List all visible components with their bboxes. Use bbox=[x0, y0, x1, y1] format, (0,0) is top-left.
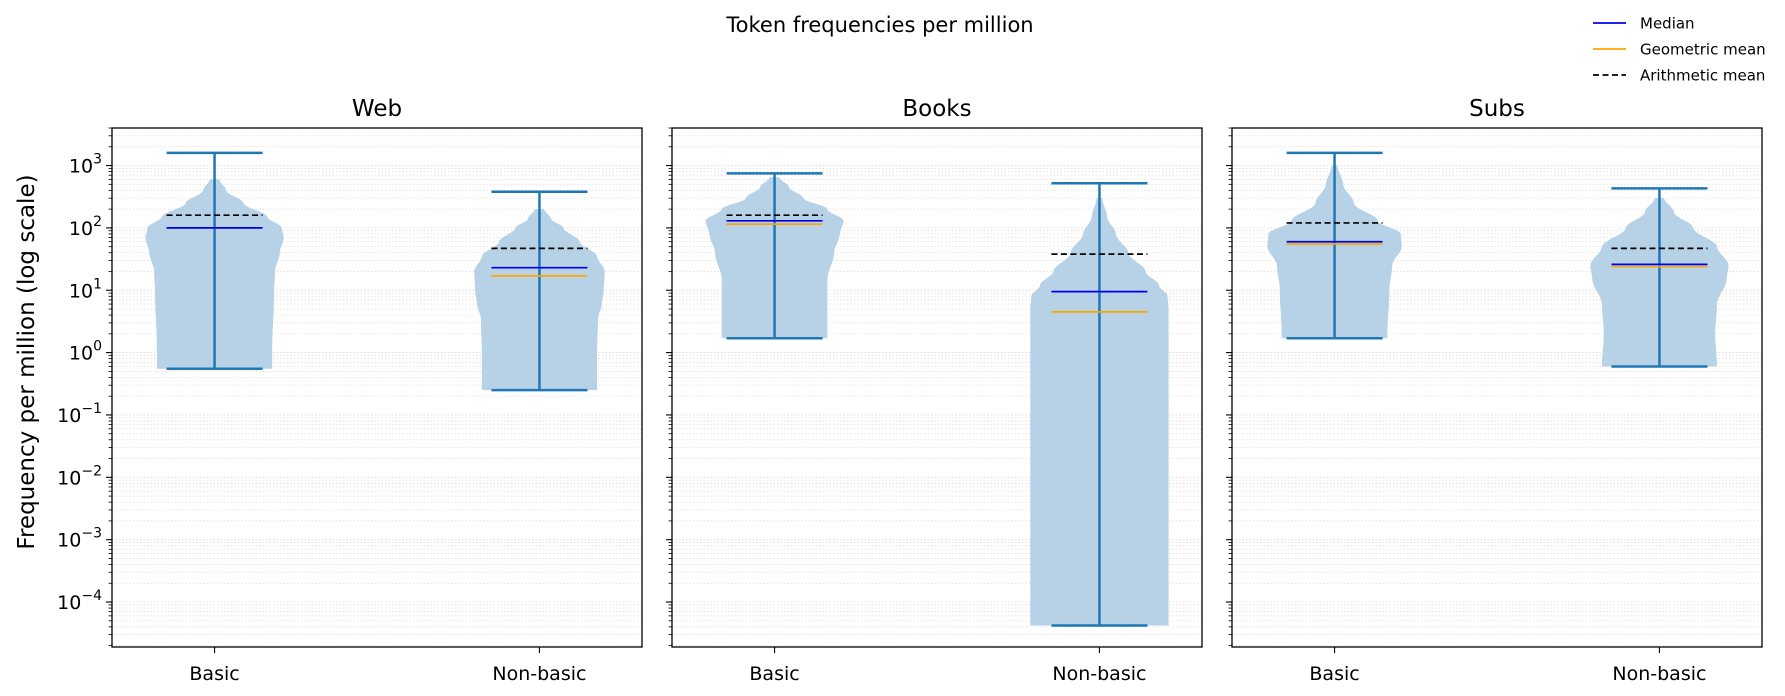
y-tick-label: 10−2 bbox=[57, 463, 102, 489]
legend: Median Geometric mean Arithmetic mean bbox=[1593, 15, 1766, 85]
violin-basic bbox=[145, 151, 284, 371]
legend-item: Geometric mean bbox=[1593, 41, 1766, 59]
y-tick-label: 10−1 bbox=[57, 401, 102, 427]
violin-basic bbox=[1267, 151, 1402, 340]
violin-non-basic bbox=[1030, 182, 1169, 627]
panel-title: Subs bbox=[1469, 96, 1525, 122]
panel-title: Web bbox=[352, 96, 402, 122]
y-axis-label: Frequency per million (log scale) bbox=[14, 174, 40, 549]
panels: 10−4 10−3 10−2 10−1 100 101 102 103 Web Basic Non-… bbox=[57, 96, 1763, 685]
chart-title: Token frequencies per million bbox=[725, 13, 1033, 37]
y-tick-label: 100 bbox=[69, 339, 102, 365]
y-tick-label: 10−3 bbox=[57, 526, 102, 552]
axes-frame bbox=[1231, 127, 1763, 648]
legend-item: Arithmetic mean bbox=[1593, 67, 1765, 85]
panel-subs: Subs Basic Non-basic bbox=[1226, 96, 1763, 685]
y-tick-label: 10−4 bbox=[57, 588, 102, 614]
legend-label: Median bbox=[1640, 15, 1695, 33]
x-tick-label: Basic bbox=[1309, 663, 1359, 685]
axes-frame bbox=[111, 127, 643, 648]
legend-item: Median bbox=[1593, 15, 1695, 33]
violin-basic bbox=[705, 172, 844, 340]
violin-non-basic bbox=[1590, 187, 1729, 368]
x-tick-label: Non-basic bbox=[492, 663, 586, 685]
panel-title: Books bbox=[902, 96, 971, 122]
legend-label: Geometric mean bbox=[1640, 41, 1766, 59]
x-tick-label: Non-basic bbox=[1052, 663, 1146, 685]
y-tick-label: 103 bbox=[69, 152, 102, 178]
legend-label: Arithmetic mean bbox=[1640, 67, 1765, 85]
x-tick-label: Basic bbox=[749, 663, 799, 685]
panel-web: 10−4 10−3 10−2 10−1 100 101 102 103 Web Basic Non-… bbox=[57, 96, 643, 685]
violin-non-basic bbox=[474, 190, 605, 392]
x-tick-label: Non-basic bbox=[1612, 663, 1706, 685]
panel-books: Books Basic Non-basic bbox=[666, 96, 1203, 685]
axes-frame bbox=[671, 127, 1203, 648]
y-tick-label: 102 bbox=[69, 214, 102, 240]
y-tick-label: 101 bbox=[69, 276, 102, 302]
x-tick-label: Basic bbox=[189, 663, 239, 685]
